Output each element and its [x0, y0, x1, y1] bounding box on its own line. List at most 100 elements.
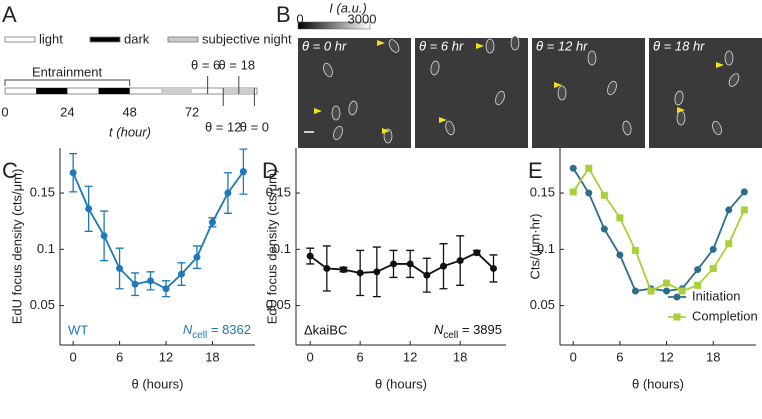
cell-outline [607, 80, 617, 96]
image-tile [298, 38, 411, 148]
n-cell-part: N [434, 322, 444, 337]
arrowhead [716, 62, 724, 68]
dark-period [98, 88, 130, 94]
x-tick-label: 24 [60, 104, 74, 119]
legend-marker [673, 293, 681, 301]
cell-outline [510, 35, 520, 51]
x-tick-label: 48 [122, 104, 136, 119]
data-point [616, 214, 624, 222]
cell-outline [676, 110, 686, 126]
x-axis-label: θ (hours) [375, 376, 427, 391]
legend-label: dark [124, 31, 150, 46]
data-point [224, 189, 232, 197]
panel-label: A [2, 2, 17, 27]
data-point [456, 257, 464, 265]
data-point [239, 168, 247, 176]
cell-outline [430, 60, 440, 76]
data-point [193, 253, 201, 261]
image-tile [415, 38, 528, 148]
data-point [740, 188, 748, 196]
data-point [663, 279, 671, 287]
legend-marker [673, 313, 681, 321]
legend-swatch [89, 36, 121, 43]
panel-label: E [528, 158, 543, 183]
data-point [600, 191, 608, 199]
n-cell-part: N [183, 322, 193, 337]
x-tick-label: 18 [706, 349, 720, 364]
cell-outline [323, 62, 333, 78]
data-line [572, 166, 746, 293]
dark-period [36, 88, 68, 94]
tile-label: θ = 18 hr [653, 38, 705, 53]
cell-outline [712, 120, 722, 136]
colorbar-min: 0 [296, 11, 303, 26]
data-point [147, 277, 155, 285]
data-point [100, 232, 108, 240]
y-tick-label: 0.05 [30, 297, 55, 312]
x-tick-label: 18 [205, 349, 219, 364]
cell-outline [333, 125, 343, 141]
data-point [306, 252, 314, 260]
data-line [72, 171, 245, 290]
cell-outline [728, 73, 740, 87]
n-cell-label: Ncell = 3895 [434, 322, 502, 340]
legend-swatch [4, 36, 36, 43]
data-line [309, 251, 495, 277]
entrainment-label: Entrainment [32, 64, 102, 79]
x-tick-label: 12 [159, 349, 173, 364]
image-tile [649, 38, 762, 148]
cell-outline [388, 39, 400, 53]
data-point [663, 287, 671, 295]
colorbar [297, 21, 371, 30]
x-tick-label: 12 [403, 349, 417, 364]
data-point [440, 262, 447, 270]
entrainment-bracket [4, 79, 131, 86]
data-point [340, 266, 347, 274]
y-axis-label: Cts/(μm·hr) [527, 214, 542, 280]
data-point [177, 270, 185, 278]
y-tick-label: 0.05 [266, 297, 291, 312]
arrowhead [476, 43, 484, 49]
legend-swatch [167, 36, 199, 43]
n-cell-part: cell [443, 330, 458, 341]
data-point [85, 205, 93, 213]
data-point [423, 271, 431, 279]
y-tick-label: 0.15 [30, 184, 55, 199]
x-axis-label: θ (hours) [131, 376, 183, 391]
cell-outline [724, 50, 734, 66]
theta-label: θ = 0 [240, 119, 269, 134]
y-tick-label: 0.15 [266, 184, 291, 199]
data-point [725, 206, 733, 214]
data-point [585, 164, 593, 172]
colorbar-label: I (a.u.) [329, 0, 367, 15]
legend-label: Initiation [692, 288, 740, 303]
n-cell-label: Ncell = 8362 [183, 322, 251, 340]
theta-label: θ = 6 [191, 57, 220, 72]
y-tick-label: 0.05 [530, 297, 555, 312]
panel-label: C [2, 158, 18, 183]
data-point [709, 245, 717, 253]
arrowhead [377, 40, 385, 46]
cell-outline [674, 90, 684, 106]
data-point [725, 240, 733, 248]
cell-outline [445, 120, 455, 136]
x-tick-label: 6 [357, 349, 364, 364]
timeline-bar [4, 87, 258, 95]
x-tick-label: 6 [116, 349, 123, 364]
data-point [569, 164, 577, 172]
data-point [116, 264, 124, 272]
y-tick-label: 0.1 [37, 241, 55, 256]
y-tick-label: 0.1 [273, 241, 291, 256]
data-point [600, 225, 608, 233]
data-point [162, 285, 170, 293]
legend-label: Completion [692, 308, 758, 323]
arrowhead [382, 128, 390, 134]
panel-label: B [276, 2, 291, 27]
x-tick-label: 6 [616, 349, 623, 364]
x-tick-label: 0 [307, 349, 314, 364]
data-point [647, 287, 655, 295]
legend-label: light [39, 31, 63, 46]
panel-label: D [262, 158, 278, 183]
tile-label: θ = 12 hr [536, 38, 588, 53]
